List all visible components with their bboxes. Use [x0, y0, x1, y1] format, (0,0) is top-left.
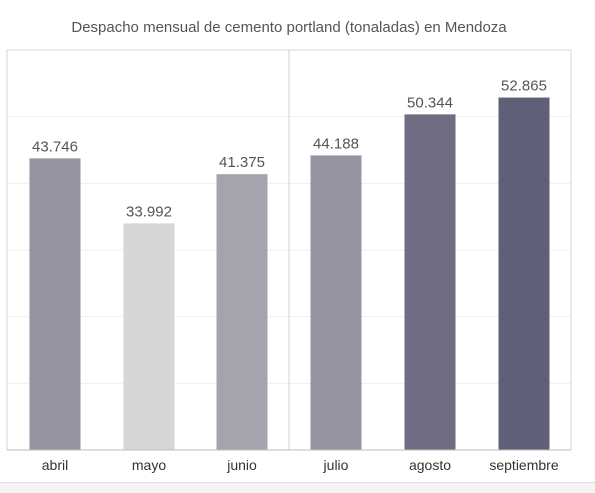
- plot-frame: [6, 49, 572, 451]
- x-tick-labels: abril mayo junio julio agosto septiembre: [42, 457, 559, 473]
- bar-mayo: [123, 223, 175, 450]
- bar-junio: [216, 174, 268, 450]
- bar-abril: [29, 158, 81, 451]
- x-tick-abril: abril: [42, 457, 68, 473]
- x-tick-septiembre: septiembre: [489, 457, 558, 473]
- chart-title: Despacho mensual de cemento portland (to…: [71, 19, 507, 36]
- bar-agosto: [404, 114, 456, 450]
- bar-septiembre: [498, 97, 550, 451]
- x-tick-julio: julio: [323, 457, 349, 473]
- data-label-septiembre: 52.865: [501, 78, 547, 95]
- bar-julio: [310, 155, 362, 450]
- x-tick-junio: junio: [226, 457, 257, 473]
- data-label-julio: 44.188: [313, 135, 359, 152]
- bottom-scrollbar-area: [0, 482, 595, 493]
- data-label-abril: 43.746: [32, 138, 78, 155]
- labels-layer: 43.746 33.992 41.375 44.188 50.344 52.865: [32, 78, 547, 221]
- x-tick-agosto: agosto: [409, 457, 451, 473]
- data-label-mayo: 33.992: [126, 203, 172, 220]
- bars-layer: [29, 97, 550, 451]
- data-label-agosto: 50.344: [407, 94, 453, 111]
- data-label-junio: 41.375: [219, 154, 265, 171]
- x-tick-mayo: mayo: [132, 457, 166, 473]
